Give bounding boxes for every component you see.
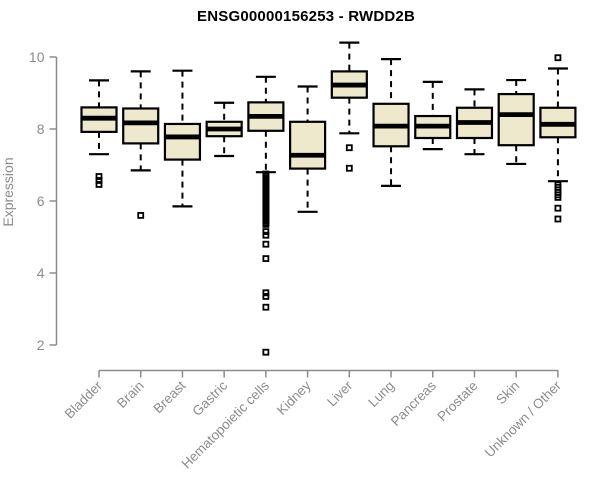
y-tick-label: 8 bbox=[37, 121, 45, 137]
category-label-skin: Skin bbox=[493, 378, 522, 407]
category-label-kidney: Kidney bbox=[274, 378, 314, 418]
outlier-hematopoietic-cells bbox=[262, 348, 270, 356]
category-label-gastric: Gastric bbox=[189, 378, 230, 419]
category-label-pancreas: Pancreas bbox=[388, 378, 439, 429]
y-tick-label: 2 bbox=[37, 337, 45, 353]
outlier-bladder bbox=[95, 173, 103, 180]
outlier-brain bbox=[137, 211, 145, 219]
category-label-brain: Brain bbox=[114, 378, 147, 411]
outlier-unknown-other bbox=[554, 54, 562, 62]
outlier-hematopoietic-cells bbox=[262, 228, 270, 236]
outlier-hematopoietic-cells bbox=[262, 255, 270, 263]
y-tick-label: 10 bbox=[29, 49, 45, 65]
outlier-hematopoietic-cells bbox=[262, 303, 270, 311]
outlier-unknown-other bbox=[554, 193, 562, 201]
outlier-hematopoietic-cells bbox=[262, 292, 270, 300]
box-brain bbox=[122, 107, 160, 145]
box-breast bbox=[163, 122, 202, 161]
outlier-bladder bbox=[95, 177, 103, 184]
outlier-hematopoietic-cells bbox=[262, 240, 270, 248]
outlier-liver bbox=[345, 144, 353, 152]
box-skin bbox=[497, 92, 535, 147]
category-label-breast: Breast bbox=[150, 378, 188, 416]
category-label-prostate: Prostate bbox=[434, 378, 480, 424]
category-label-bladder: Bladder bbox=[62, 378, 106, 422]
outlier-hematopoietic-cells bbox=[262, 220, 270, 228]
outlier-liver bbox=[345, 164, 353, 172]
outlier-hematopoietic-cells bbox=[262, 289, 270, 297]
category-label-unknown-other: Unknown / Other bbox=[482, 378, 565, 461]
category-label-lung: Lung bbox=[365, 378, 397, 410]
chart-title: ENSG00000156253 - RWDD2B bbox=[197, 8, 415, 25]
y-tick-label: 6 bbox=[37, 193, 45, 209]
outlier-unknown-other bbox=[554, 204, 562, 212]
category-label-liver: Liver bbox=[324, 378, 356, 410]
outlier-hematopoietic-cells bbox=[262, 231, 270, 239]
box-kidney bbox=[289, 120, 327, 170]
y-tick-label: 4 bbox=[37, 265, 45, 281]
outlier-bladder bbox=[95, 181, 103, 188]
outlier-unknown-other bbox=[554, 215, 562, 223]
